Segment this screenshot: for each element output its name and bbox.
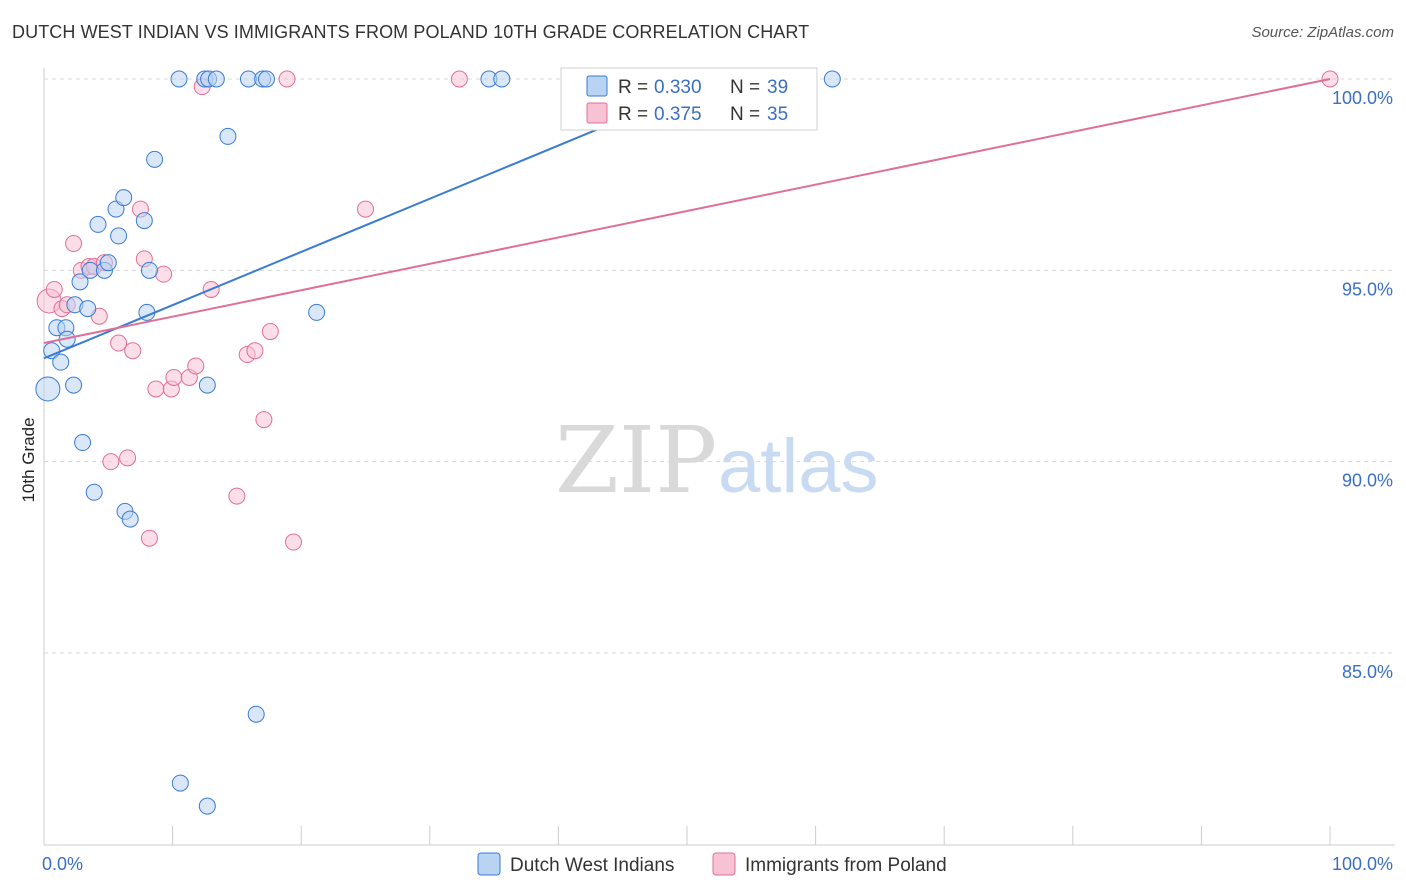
point-immigrants-from-poland	[65, 235, 83, 253]
y-tick-labels: 85.0% 90.0% 95.0% 100.0%	[1332, 88, 1393, 682]
point-immigrants-from-poland	[124, 342, 142, 360]
x-ticks	[172, 826, 1331, 845]
chart-title: DUTCH WEST INDIAN VS IMMIGRANTS FROM POL…	[12, 22, 810, 42]
point-dutch-west-indians	[115, 189, 133, 207]
stats-n-label-pink: N =	[730, 104, 760, 125]
point-dutch-west-indians	[43, 342, 61, 360]
bottom-legend: Dutch West Indians Immigrants from Polan…	[477, 852, 947, 876]
y-tick-label: 95.0%	[1342, 279, 1393, 299]
watermark-zip: ZIP	[555, 407, 717, 514]
point-dutch-west-indians	[219, 127, 237, 145]
point-immigrants-from-poland	[255, 411, 273, 429]
point-immigrants-from-poland	[140, 529, 158, 547]
point-immigrants-from-poland	[187, 357, 205, 375]
stats-n-label-blue: N =	[730, 77, 760, 98]
point-immigrants-from-poland	[165, 368, 183, 386]
point-immigrants-from-poland	[110, 334, 128, 352]
y-tick-label: 85.0%	[1342, 662, 1393, 682]
point-dutch-west-indians	[81, 261, 99, 279]
point-dutch-west-indians	[146, 150, 164, 168]
stats-r-label-pink: R =	[618, 104, 648, 125]
x-tick-labels: 0.0% 100.0%	[42, 854, 1393, 874]
point-dutch-west-indians	[135, 212, 153, 230]
point-dutch-west-indians	[110, 227, 128, 245]
point-dutch-west-indians	[121, 510, 139, 528]
point-dutch-west-indians	[239, 70, 257, 88]
watermark-atlas: atlas	[718, 424, 879, 509]
stats-legend: R = 0.330 N = 39 R = 0.375 N = 35	[560, 67, 818, 131]
point-dutch-west-indians	[247, 705, 265, 723]
stats-n-value-pink: 35	[767, 104, 788, 125]
point-dutch-west-indians	[308, 303, 326, 321]
point-immigrants-from-poland	[119, 449, 137, 467]
series-dutch-west-indians	[35, 70, 841, 815]
point-immigrants-from-poland	[228, 487, 246, 505]
stats-r-value-pink: 0.375	[654, 104, 702, 125]
x-tick-label: 100.0%	[1332, 854, 1393, 874]
point-immigrants-from-poland	[357, 200, 374, 218]
point-dutch-west-indians	[79, 300, 97, 318]
point-dutch-west-indians	[52, 353, 70, 371]
stats-n-value-blue: 39	[767, 77, 788, 98]
point-immigrants-from-poland	[45, 280, 63, 298]
point-dutch-west-indians	[140, 261, 158, 279]
point-dutch-west-indians	[257, 70, 275, 88]
y-axis-label: 10th Grade	[19, 417, 38, 502]
point-dutch-west-indians	[99, 254, 117, 272]
stats-legend-swatch-blue	[586, 75, 608, 97]
point-immigrants-from-poland	[246, 342, 264, 360]
y-tick-label: 90.0%	[1342, 471, 1393, 491]
legend-label-dutch-west-indians: Dutch West Indians	[510, 855, 674, 876]
point-dutch-west-indians	[89, 215, 107, 233]
point-immigrants-from-poland	[102, 453, 120, 471]
point-dutch-west-indians	[493, 70, 511, 88]
point-dutch-west-indians	[198, 376, 216, 394]
stats-r-label-blue: R =	[618, 77, 648, 98]
legend-label-immigrants-from-poland: Immigrants from Poland	[745, 855, 947, 876]
trend-line-immigrants-from-poland	[43, 78, 1331, 345]
legend-swatch-immigrants-from-poland	[712, 852, 736, 876]
point-dutch-west-indians	[35, 376, 61, 402]
point-immigrants-from-poland	[261, 323, 279, 341]
chart-source: Source: ZipAtlas.com	[1251, 24, 1394, 41]
point-immigrants-from-poland	[155, 265, 173, 283]
legend-swatch-dutch-west-indians	[477, 852, 501, 876]
point-dutch-west-indians	[65, 376, 83, 394]
point-immigrants-from-poland	[450, 70, 468, 88]
x-tick-label: 0.0%	[42, 854, 83, 874]
stats-r-value-blue: 0.330	[654, 77, 702, 98]
point-dutch-west-indians	[74, 434, 92, 452]
point-dutch-west-indians	[171, 774, 189, 792]
point-immigrants-from-poland	[278, 70, 296, 88]
watermark: ZIP atlas	[555, 407, 879, 514]
axes	[43, 68, 1395, 846]
point-dutch-west-indians	[823, 70, 841, 88]
point-dutch-west-indians	[170, 70, 188, 88]
y-tick-label: 100.0%	[1332, 88, 1393, 108]
point-dutch-west-indians	[198, 797, 216, 815]
stats-legend-swatch-pink	[586, 102, 608, 124]
point-dutch-west-indians	[71, 273, 89, 291]
point-immigrants-from-poland	[284, 533, 302, 551]
point-dutch-west-indians	[85, 483, 103, 501]
gridlines	[44, 78, 1395, 654]
point-immigrants-from-poland	[147, 380, 165, 398]
point-dutch-west-indians	[207, 70, 225, 88]
